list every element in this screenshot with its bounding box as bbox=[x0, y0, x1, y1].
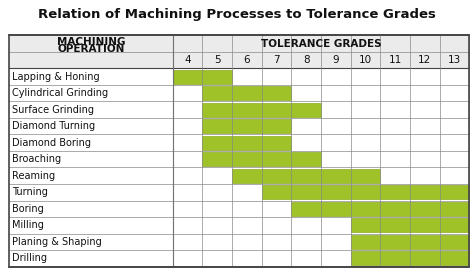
Text: 4: 4 bbox=[184, 55, 191, 65]
Text: 10: 10 bbox=[359, 55, 372, 65]
Text: Broaching: Broaching bbox=[12, 154, 61, 164]
Text: 9: 9 bbox=[332, 55, 339, 65]
Bar bbox=[9, 52, 469, 68]
Text: Drilling: Drilling bbox=[12, 253, 47, 263]
Bar bbox=[262, 185, 469, 199]
Text: OPERATION: OPERATION bbox=[57, 44, 125, 54]
Text: Cylindrical Grinding: Cylindrical Grinding bbox=[12, 88, 108, 98]
Bar bbox=[202, 103, 321, 117]
Text: Lapping & Honing: Lapping & Honing bbox=[12, 72, 100, 82]
Text: Surface Grinding: Surface Grinding bbox=[12, 105, 94, 115]
Bar bbox=[202, 86, 292, 100]
Text: Milling: Milling bbox=[12, 220, 44, 230]
Bar bbox=[202, 136, 292, 150]
Text: 5: 5 bbox=[214, 55, 220, 65]
Text: 13: 13 bbox=[448, 55, 461, 65]
Text: 12: 12 bbox=[418, 55, 431, 65]
Bar bbox=[232, 169, 380, 183]
Bar bbox=[9, 35, 469, 52]
Bar bbox=[202, 119, 292, 133]
Text: Diamond Boring: Diamond Boring bbox=[12, 138, 91, 148]
Text: 7: 7 bbox=[273, 55, 280, 65]
Text: Reaming: Reaming bbox=[12, 171, 55, 181]
Text: Boring: Boring bbox=[12, 204, 44, 214]
Bar bbox=[173, 70, 232, 84]
Text: Relation of Machining Processes to Tolerance Grades: Relation of Machining Processes to Toler… bbox=[38, 8, 436, 21]
Bar bbox=[202, 152, 321, 166]
Bar bbox=[292, 202, 469, 216]
Text: Planing & Shaping: Planing & Shaping bbox=[12, 237, 101, 247]
Text: 6: 6 bbox=[244, 55, 250, 65]
Text: 8: 8 bbox=[303, 55, 310, 65]
Bar bbox=[351, 218, 469, 232]
Text: MACHINING: MACHINING bbox=[57, 37, 125, 47]
Text: TOLERANCE GRADES: TOLERANCE GRADES bbox=[261, 39, 381, 49]
Bar bbox=[9, 35, 469, 267]
Bar bbox=[351, 251, 469, 265]
Text: Diamond Turning: Diamond Turning bbox=[12, 121, 95, 131]
Text: Turning: Turning bbox=[12, 187, 48, 197]
Bar bbox=[351, 235, 469, 249]
Text: 11: 11 bbox=[389, 55, 402, 65]
